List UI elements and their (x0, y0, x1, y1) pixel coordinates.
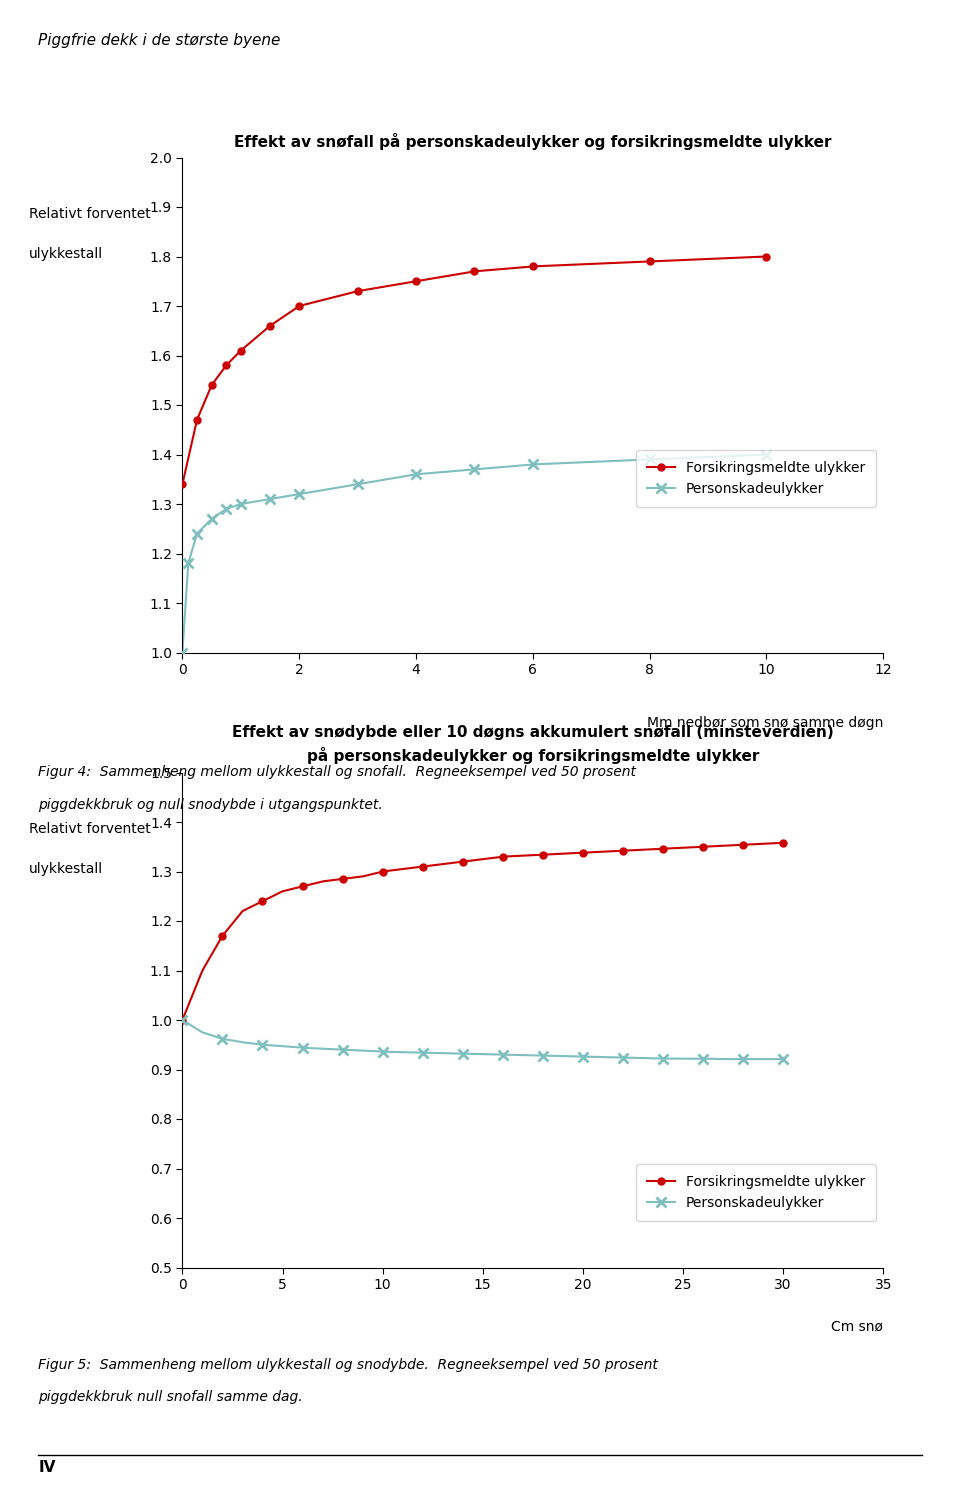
Text: Effekt av snødybde eller 10 døgns akkumulert snøfall (minsteverdien): Effekt av snødybde eller 10 døgns akkumu… (232, 724, 833, 740)
Text: på personskadeulykker og forsikringsmeldte ulykker: på personskadeulykker og forsikringsmeld… (306, 747, 759, 764)
Text: Mm nedbør som snø samme døgn: Mm nedbør som snø samme døgn (647, 716, 883, 729)
Text: Relativt forventet: Relativt forventet (29, 822, 151, 836)
Text: Effekt av snøfall på personskadeulykker og forsikringsmeldte ulykker: Effekt av snøfall på personskadeulykker … (234, 134, 831, 150)
Text: Cm snø: Cm snø (831, 1320, 883, 1334)
Text: piggdekkbruk og null snodybde i utgangspunktet.: piggdekkbruk og null snodybde i utgangsp… (38, 798, 383, 812)
Text: ulykkestall: ulykkestall (29, 246, 103, 261)
Text: Figur 4:  Sammenheng mellom ulykkestall og snofall.  Regneeksempel ved 50 prosen: Figur 4: Sammenheng mellom ulykkestall o… (38, 765, 636, 778)
Legend: Forsikringsmeldte ulykker, Personskadeulykker: Forsikringsmeldte ulykker, Personskadeul… (636, 450, 876, 507)
Legend: Forsikringsmeldte ulykker, Personskadeulykker: Forsikringsmeldte ulykker, Personskadeul… (636, 1164, 876, 1221)
Text: ulykkestall: ulykkestall (29, 861, 103, 876)
Text: Piggfrie dekk i de største byene: Piggfrie dekk i de største byene (38, 33, 280, 48)
Text: IV: IV (38, 1460, 56, 1474)
Text: Relativt forventet: Relativt forventet (29, 207, 151, 220)
Text: piggdekkbruk null snofall samme dag.: piggdekkbruk null snofall samme dag. (38, 1390, 303, 1404)
Text: Figur 5:  Sammenheng mellom ulykkestall og snodybde.  Regneeksempel ved 50 prose: Figur 5: Sammenheng mellom ulykkestall o… (38, 1358, 659, 1371)
